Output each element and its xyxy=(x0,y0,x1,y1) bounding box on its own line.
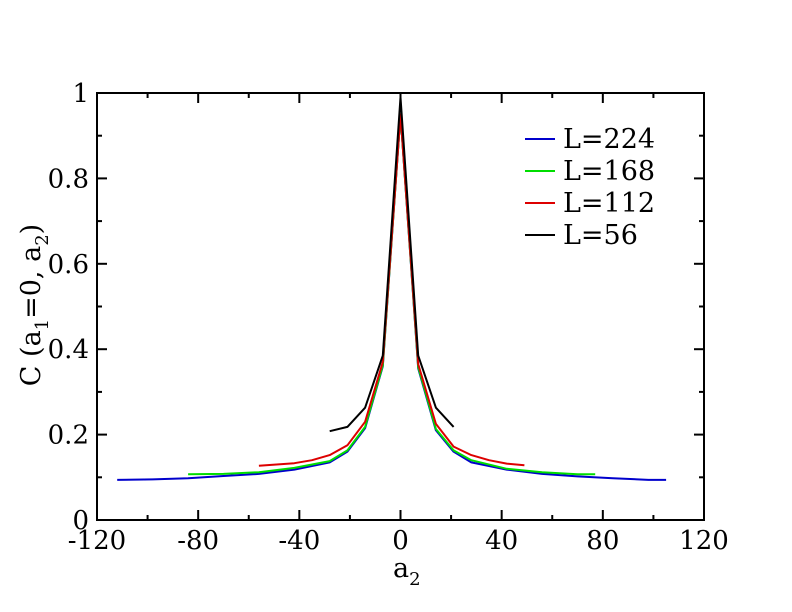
axis-tick-labels: -120 -80 -40 0 40 80 120 0 0.2 0.4 0.6 0.8 1 xyxy=(48,79,729,556)
x-tick-label: 120 xyxy=(679,526,729,556)
series-line-l-56 xyxy=(329,96,455,433)
legend-label: L=168 xyxy=(563,156,655,187)
series-line-l-168 xyxy=(188,113,596,476)
y-tick-label: 0 xyxy=(72,506,89,536)
x-tick-label: 0 xyxy=(392,526,409,556)
y-tick-label: 0.8 xyxy=(48,164,89,194)
x-tick-label: -40 xyxy=(278,526,320,556)
x-tick-label: -120 xyxy=(68,526,126,556)
y-axis-label: C (a1=0, a2) xyxy=(16,224,53,386)
y-tick-label: 0.6 xyxy=(48,250,89,280)
x-tick-label: 40 xyxy=(485,526,518,556)
x-tick-label: 80 xyxy=(586,526,619,556)
series-lines xyxy=(117,96,667,481)
legend-label: L=56 xyxy=(563,220,638,251)
y-tick-label: 1 xyxy=(72,79,89,109)
y-tick-label: 0.4 xyxy=(48,335,89,365)
series-line-l-112 xyxy=(258,113,525,467)
legend-label: L=112 xyxy=(563,188,655,219)
y-tick-label: 0.2 xyxy=(48,421,89,451)
x-axis-label: a2 xyxy=(393,553,421,590)
axis-ticks xyxy=(96,92,705,521)
x-tick-label: -80 xyxy=(177,526,219,556)
legend-label: L=224 xyxy=(563,124,655,155)
